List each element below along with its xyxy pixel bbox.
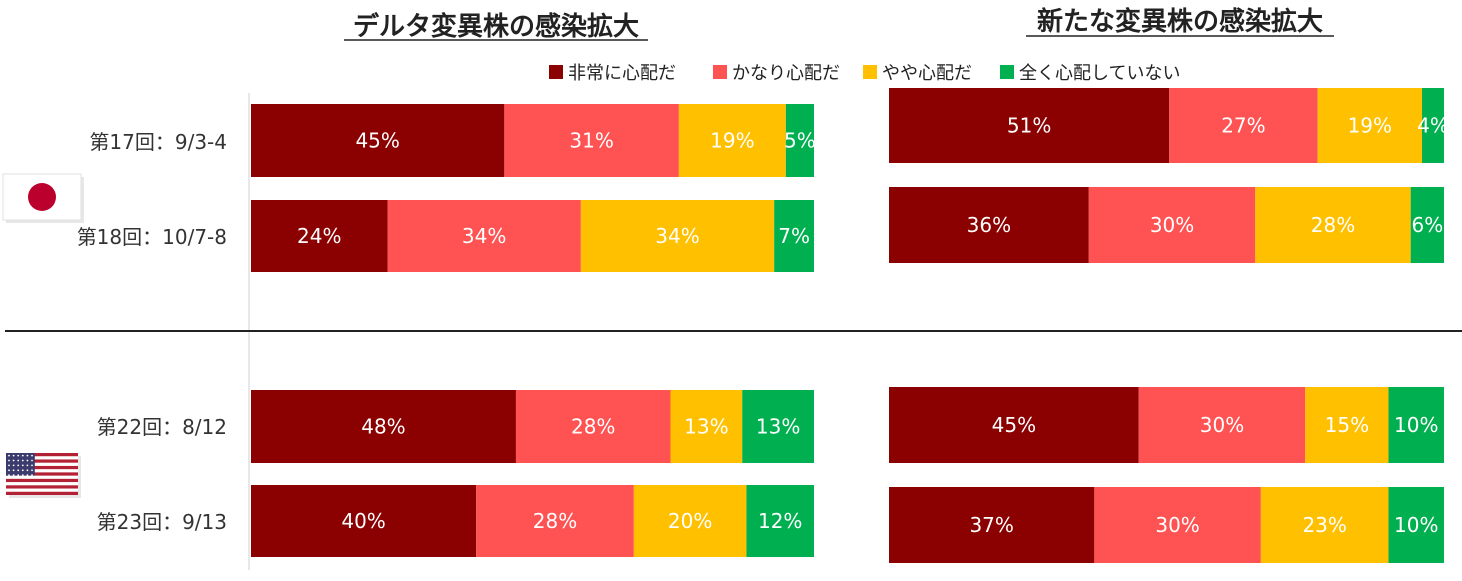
bar-segment-c1-r1-s0 xyxy=(889,187,1089,263)
row-label-18: 第18回：10/7-8 xyxy=(77,225,227,249)
bar-segment-c1-r3-s2 xyxy=(1260,487,1389,563)
legend-label: 全く心配していない xyxy=(1019,63,1180,84)
data-label-c1-r1-s1: 30% xyxy=(1150,213,1194,237)
chart-title-new-variant: 新たな変異株の感染拡大 xyxy=(1037,6,1323,37)
data-label-c1-r0-s0: 51% xyxy=(1007,114,1051,138)
bar-segment-c1-r2-s2 xyxy=(1305,387,1389,463)
bar-segment-c1-r0-s1 xyxy=(1169,88,1318,163)
legend: 非常に心配だ かなり心配だ やや心配だ 全く心配していない xyxy=(549,63,1180,84)
bar-segment-c0-r0-s1 xyxy=(504,104,679,177)
bar-segment-c0-r1-s1 xyxy=(387,200,581,272)
data-label-c1-r1-s0: 36% xyxy=(967,213,1011,237)
bar-segment-c1-r1-s2 xyxy=(1255,187,1411,263)
chart-title-delta: デルタ変異株の感染拡大 xyxy=(353,11,639,42)
bar-segment-c0-r1-s3 xyxy=(774,200,814,272)
bars: 45% 31% 19% 5% 24% 34% 34% 7% 48% 28% 13% 13% 40% 28%… xyxy=(251,88,1449,563)
legend-item-3: 全く心配していない xyxy=(1000,63,1180,84)
data-label-c0-r1-s2: 34% xyxy=(655,224,699,248)
data-label-c0-r1-s1: 34% xyxy=(462,224,506,248)
bar-segment-c0-r0-s2 xyxy=(678,104,786,177)
bar-segment-c1-r0-s3 xyxy=(1422,88,1444,163)
bar-segment-c1-r0-s2 xyxy=(1317,88,1423,163)
bar-segment-c1-r2-s1 xyxy=(1138,387,1306,463)
bar-segment-c0-r2-s2 xyxy=(670,390,743,463)
bar-segment-c0-r2-s0 xyxy=(251,390,516,463)
data-label-c1-r0-s3: 4% xyxy=(1417,114,1449,138)
row-label-17: 第17回：9/3-4 xyxy=(89,130,227,154)
bar-segment-c1-r3-s0 xyxy=(889,487,1095,563)
usa-flag-icon xyxy=(6,453,81,498)
bar-segment-c0-r3-s0 xyxy=(251,485,477,557)
data-label-c0-r2-s3: 13% xyxy=(756,415,800,439)
legend-label: かなり心配だ xyxy=(732,63,840,84)
bar-segment-c1-r2-s0 xyxy=(889,387,1139,463)
data-label-c1-r0-s1: 27% xyxy=(1221,114,1265,138)
data-label-c1-r0-s2: 19% xyxy=(1348,114,1392,138)
legend-label: 非常に心配だ xyxy=(568,63,676,84)
data-label-c1-r2-s1: 30% xyxy=(1200,413,1244,437)
data-label-c1-r3-s1: 30% xyxy=(1155,513,1199,537)
bar-segment-c1-r2-s3 xyxy=(1388,387,1444,463)
data-label-c0-r2-s0: 48% xyxy=(361,415,405,439)
bar-segment-c0-r3-s1 xyxy=(476,485,634,557)
bar-segment-c1-r0-s0 xyxy=(889,88,1170,163)
data-label-c1-r2-s0: 45% xyxy=(992,413,1036,437)
bar-segment-c0-r2-s3 xyxy=(742,390,814,463)
legend-label: やや心配だ xyxy=(882,63,972,84)
row-label-22: 第22回：8/12 xyxy=(97,415,227,439)
data-label-c0-r2-s1: 28% xyxy=(571,415,615,439)
bar-segment-c0-r0-s3 xyxy=(785,104,814,177)
legend-swatch xyxy=(713,65,727,79)
data-label-c1-r2-s3: 10% xyxy=(1394,413,1438,437)
bar-segment-c1-r3-s3 xyxy=(1388,487,1444,563)
row-label-23: 第23回：9/13 xyxy=(97,510,227,534)
bar-segment-c0-r1-s2 xyxy=(580,200,775,272)
data-label-c0-r0-s3: 5% xyxy=(784,129,816,153)
legend-item-2: やや心配だ xyxy=(863,63,972,84)
bar-segment-c1-r1-s3 xyxy=(1410,187,1444,263)
data-label-c1-r1-s2: 28% xyxy=(1311,213,1355,237)
data-label-c0-r1-s0: 24% xyxy=(297,224,341,248)
bar-segment-c1-r3-s1 xyxy=(1094,487,1261,563)
legend-swatch xyxy=(1000,65,1014,79)
legend-item-0: 非常に心配だ xyxy=(549,63,676,84)
data-label-c1-r3-s2: 23% xyxy=(1302,513,1346,537)
data-label-c1-r1-s3: 6% xyxy=(1411,213,1443,237)
data-label-c1-r3-s3: 10% xyxy=(1394,513,1438,537)
bar-segment-c0-r1-s0 xyxy=(251,200,388,272)
data-label-c0-r0-s0: 45% xyxy=(355,129,399,153)
data-label-c0-r0-s2: 19% xyxy=(710,129,754,153)
bar-segment-c0-r2-s1 xyxy=(515,390,671,463)
data-label-c0-r3-s2: 20% xyxy=(668,509,712,533)
data-label-c0-r3-s3: 12% xyxy=(758,509,802,533)
data-label-c0-r3-s1: 28% xyxy=(533,509,577,533)
legend-swatch xyxy=(863,65,877,79)
legend-item-1: かなり心配だ xyxy=(713,63,840,84)
bar-segment-c1-r1-s1 xyxy=(1088,187,1256,263)
bar-segment-c0-r3-s2 xyxy=(633,485,747,557)
data-label-c0-r3-s0: 40% xyxy=(341,509,385,533)
japan-flag-icon xyxy=(2,173,84,223)
data-label-c0-r2-s2: 13% xyxy=(684,415,728,439)
data-label-c1-r2-s2: 15% xyxy=(1325,413,1369,437)
bar-segment-c0-r0-s0 xyxy=(251,104,505,177)
legend-swatch xyxy=(549,65,563,79)
bar-segment-c0-r3-s3 xyxy=(746,485,814,557)
data-label-c0-r1-s3: 7% xyxy=(778,224,810,248)
data-label-c0-r0-s1: 31% xyxy=(569,129,613,153)
data-label-c1-r3-s0: 37% xyxy=(969,513,1013,537)
